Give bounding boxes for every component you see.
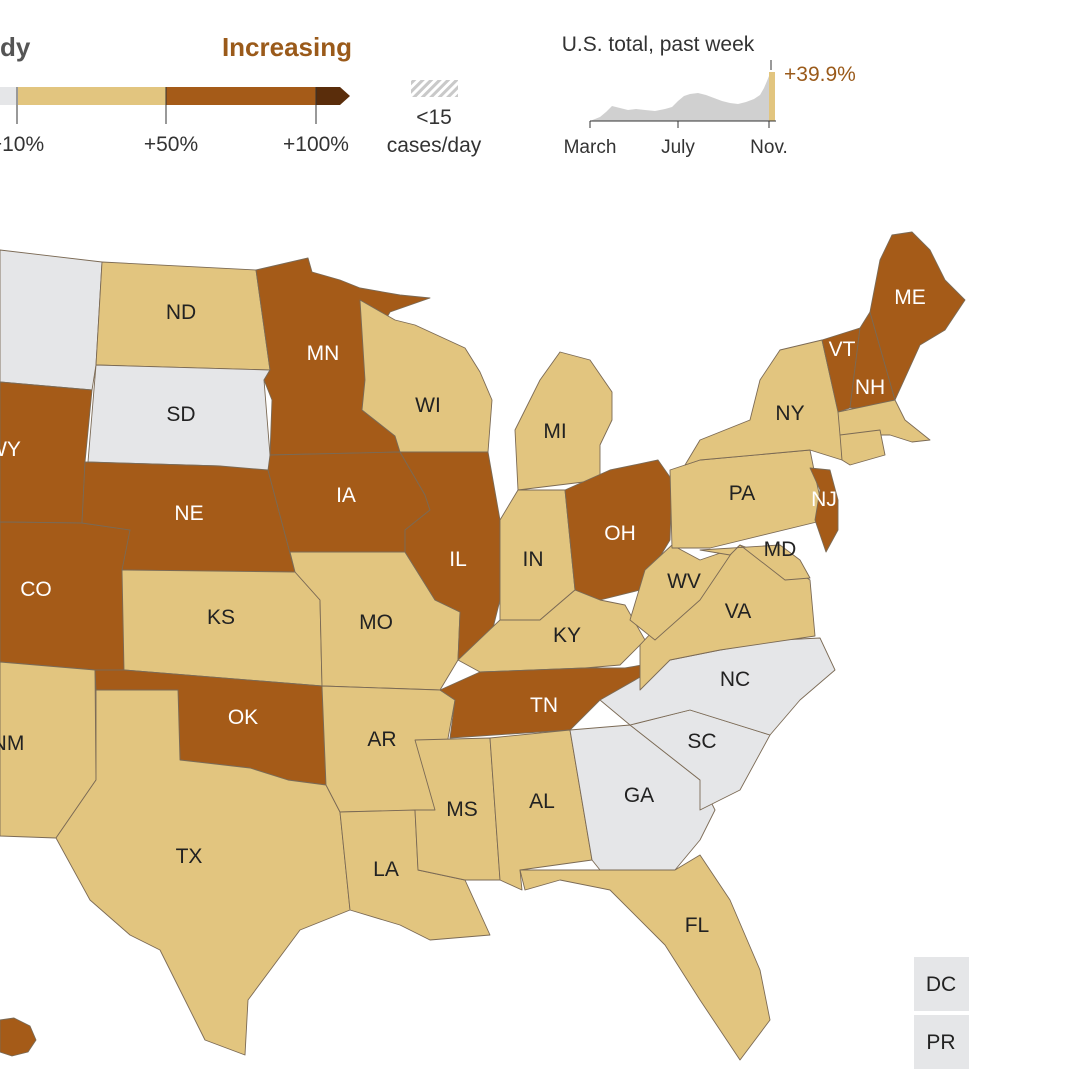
state-wi[interactable] [359, 299, 493, 453]
dc-box[interactable] [914, 957, 969, 1011]
state-label-sd: SD [166, 403, 195, 426]
state-me[interactable] [869, 231, 966, 401]
state-label-md: MD [764, 538, 797, 561]
legend-hatch-swatch [411, 80, 458, 97]
state-label-nh: NH [855, 376, 885, 399]
state-ny[interactable] [684, 339, 843, 466]
state-label-ky: KY [553, 624, 581, 647]
state-mi[interactable] [514, 351, 613, 491]
legend-bar-light [18, 87, 166, 105]
state-label-nm: NM [0, 732, 24, 755]
state-label-ne: NE [174, 502, 203, 525]
state-label-tn: TN [530, 694, 558, 717]
state-label-ok: OK [228, 706, 258, 729]
legend: dy Increasing +10% +50% +100% <15 cases/… [0, 32, 482, 157]
sparkline-tick-label-nov: Nov. [750, 137, 788, 158]
state-label-fl: FL [685, 914, 710, 937]
state-label-ny: NY [775, 402, 804, 425]
legend-tick-label-50: +50% [144, 133, 198, 156]
state-label-oh: OH [604, 522, 636, 545]
state-label-sc: SC [687, 730, 716, 753]
sparkline-tick-label-march: March [564, 137, 617, 158]
state-label-va: VA [725, 600, 751, 623]
state-tx[interactable] [55, 689, 351, 1056]
pr-box[interactable] [914, 1015, 969, 1069]
legend-tick-label-100: +100% [283, 133, 349, 156]
state-label-nd: ND [166, 301, 196, 324]
state-md[interactable] [699, 544, 811, 581]
state-label-ga: GA [624, 784, 654, 807]
legend-steady-label: dy [0, 32, 31, 62]
sparkline: U.S. total, past week +39.9% March July … [562, 33, 856, 158]
state-hi[interactable] [0, 1017, 37, 1057]
state-nj[interactable] [809, 467, 839, 553]
state-mt[interactable] [0, 249, 103, 391]
state-label-il: IL [449, 548, 467, 571]
state-label-wv: WV [667, 570, 701, 593]
dc-box-label: DC [926, 973, 956, 996]
state-ct[interactable] [839, 429, 886, 466]
sparkline-title: U.S. total, past week [562, 33, 755, 56]
state-label-la: LA [373, 858, 399, 881]
sparkline-area [590, 76, 769, 121]
state-label-mo: MO [359, 611, 393, 634]
us-map [0, 231, 966, 1061]
state-label-ms: MS [446, 798, 478, 821]
state-label-wi: WI [415, 394, 441, 417]
state-label-ia: IA [336, 484, 356, 507]
sparkline-tick-label-july: July [661, 137, 695, 158]
state-label-nj: NJ [811, 488, 837, 511]
legend-tick-label-10: +10% [0, 133, 44, 156]
state-label-me: ME [894, 286, 926, 309]
state-label-tx: TX [176, 845, 203, 868]
state-label-co: CO [20, 578, 52, 601]
state-label-wy: WY [0, 438, 21, 461]
legend-increasing-label: Increasing [222, 32, 352, 62]
state-label-mn: MN [307, 342, 340, 365]
pr-box-label: PR [926, 1031, 955, 1054]
state-fl[interactable] [519, 854, 771, 1061]
state-label-in: IN [523, 548, 544, 571]
sparkline-last-week [769, 72, 775, 121]
state-label-pa: PA [729, 482, 755, 505]
state-label-vt: VT [829, 338, 856, 361]
legend-bar-arrow [316, 87, 350, 105]
state-labels: ME VT NH NJ OH IL IA MN NE CO WY OK TN ND WI MI NY PA IN KS… [0, 286, 926, 937]
state-label-al: AL [529, 790, 555, 813]
state-label-ks: KS [207, 606, 235, 629]
sparkline-change: +39.9% [784, 63, 856, 86]
legend-bar-steady [0, 87, 16, 105]
state-label-ar: AR [367, 728, 396, 751]
legend-bar-dark [166, 87, 316, 105]
state-label-nc: NC [720, 668, 750, 691]
legend-low-cases-line2: cases/day [387, 134, 482, 157]
legend-low-cases-line1: <15 [416, 106, 452, 129]
territory-boxes: DC PR [914, 957, 969, 1069]
state-label-mi: MI [543, 420, 566, 443]
state-wv[interactable] [629, 544, 736, 641]
